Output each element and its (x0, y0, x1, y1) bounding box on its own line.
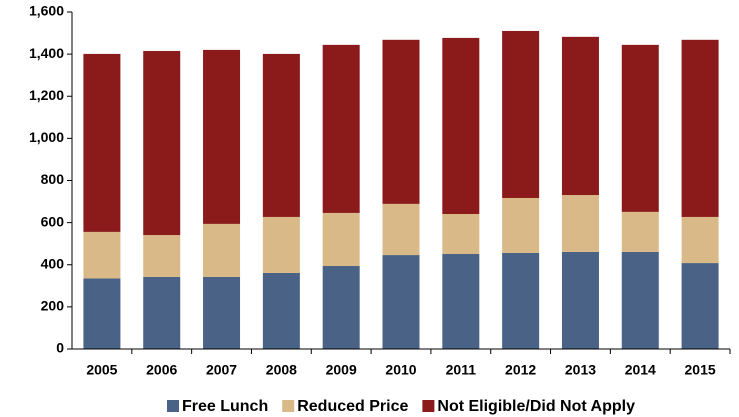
bar-segment (83, 278, 121, 349)
y-tick-label: 600 (41, 213, 65, 229)
bar-segment (681, 263, 719, 349)
x-tick-label: 2006 (146, 362, 177, 378)
legend-swatch (422, 400, 435, 412)
bar-segment (262, 272, 300, 349)
legend-swatch (166, 400, 179, 412)
x-tick-label: 2013 (565, 362, 596, 378)
bar-segment (322, 212, 360, 267)
bar-segment (502, 197, 540, 253)
bar-segment (382, 255, 420, 349)
x-tick-label: 2012 (505, 362, 536, 378)
bar-segment (83, 53, 121, 232)
y-tick-label: 400 (41, 255, 65, 271)
x-tick-label: 2005 (86, 362, 117, 378)
bar-segment (621, 211, 659, 252)
x-tick-label: 2008 (266, 362, 297, 378)
y-tick-label: 1,200 (29, 87, 64, 103)
legend-label: Reduced Price (297, 398, 408, 415)
legend-label: Not Eligible/Did Not Apply (437, 398, 635, 415)
bar-segment (502, 252, 540, 349)
bar-segment (143, 235, 181, 277)
y-tick-label: 1,400 (29, 45, 64, 61)
bar-segment (681, 216, 719, 264)
x-tick-label: 2010 (385, 362, 416, 378)
bar-segment (502, 30, 540, 198)
bar-segment (322, 44, 360, 213)
bar-segment (561, 251, 599, 349)
bar-segment (262, 216, 300, 273)
x-tick-label: 2011 (446, 362, 477, 378)
bar-segment (442, 37, 480, 214)
y-tick-label: 0 (56, 340, 64, 356)
bar-segment (561, 195, 599, 252)
bar-segment (322, 266, 360, 349)
y-tick-label: 1,000 (29, 129, 64, 145)
x-tick-label: 2007 (206, 362, 237, 378)
legend: Free Lunch Reduced Price Not Eligible/Did … (166, 398, 635, 415)
bar-segment (561, 36, 599, 196)
bar-segment (262, 53, 300, 217)
x-tick-label: 2015 (685, 362, 716, 378)
y-tick-label: 800 (41, 171, 65, 187)
bar-segment (203, 49, 241, 224)
legend-label: Free Lunch (182, 398, 268, 415)
bar-segment (83, 231, 121, 279)
bar-segment (203, 276, 241, 349)
y-tick-label: 1,600 (29, 3, 64, 19)
bar-segment (143, 50, 181, 236)
x-tick-label: 2014 (625, 362, 656, 378)
y-tick-label: 200 (41, 298, 65, 314)
bar-segment (442, 254, 480, 349)
bar-segment (382, 203, 420, 256)
bar-segment (382, 39, 420, 204)
bar-segment (681, 39, 719, 217)
bar-segment (143, 276, 181, 349)
legend-swatch (282, 400, 295, 412)
bar-segment (203, 223, 241, 277)
bar-segment (442, 213, 480, 255)
x-tick-label: 2009 (326, 362, 357, 378)
bar-segment (621, 44, 659, 212)
bar-segment (621, 251, 659, 349)
